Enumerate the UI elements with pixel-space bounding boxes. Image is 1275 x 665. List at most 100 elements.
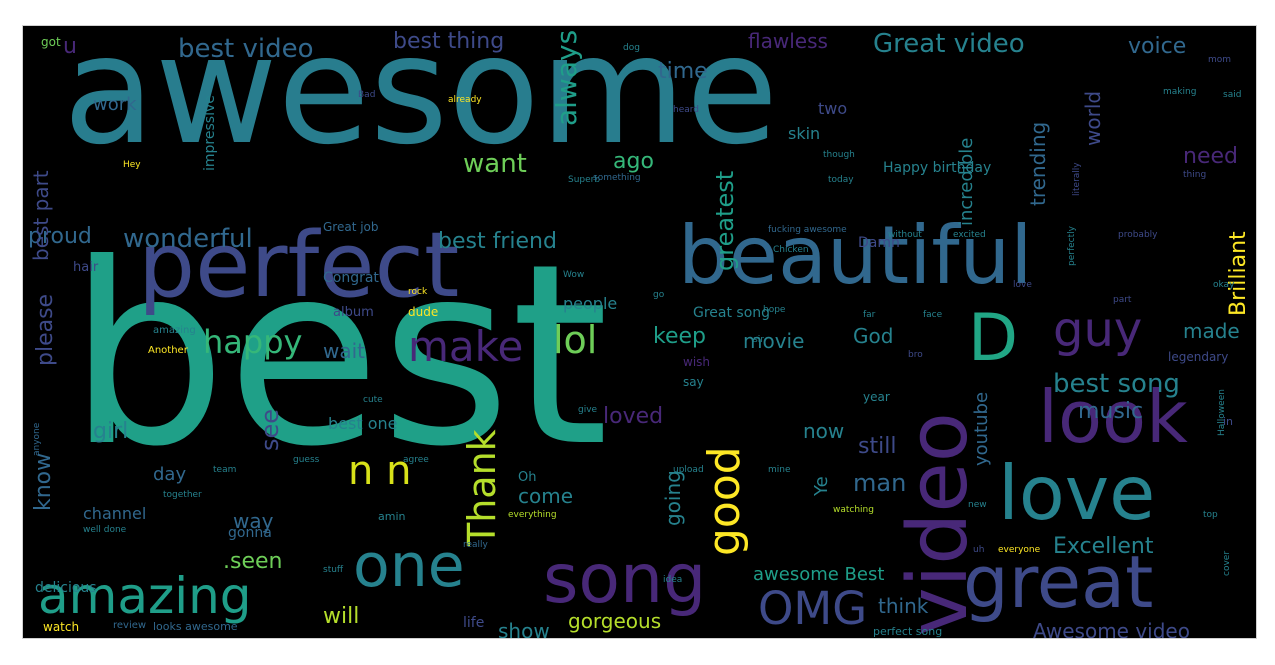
cloud-word: without (888, 230, 922, 240)
cloud-word: Great song (693, 305, 771, 321)
cloud-word: now (803, 419, 845, 443)
cloud-word: far (863, 310, 876, 320)
cloud-word: bro (908, 350, 923, 360)
cloud-word: Superb (568, 175, 601, 185)
cloud-word: agree (403, 455, 429, 465)
cloud-word: way (233, 509, 274, 533)
cloud-word: dog (623, 43, 640, 53)
cloud-word: D (968, 301, 1019, 376)
cloud-word: amin (378, 510, 406, 523)
cloud-word: man (853, 469, 907, 497)
cloud-word: channel (83, 504, 147, 523)
cloud-word: everyone (998, 545, 1041, 555)
cloud-word: got (41, 35, 61, 49)
cloud-word: youtube (971, 391, 992, 466)
cloud-word: face (923, 310, 943, 320)
cloud-word: time (658, 59, 708, 84)
cloud-word: world (1081, 90, 1105, 146)
cloud-word: Great job (323, 220, 379, 234)
cloud-word: best one (328, 414, 398, 433)
cloud-word: amazing (153, 325, 196, 336)
cloud-word: movie (743, 329, 805, 353)
cloud-word: incredible (956, 137, 977, 226)
cloud-word: think (878, 594, 929, 618)
cloud-word: greatest (711, 170, 739, 271)
cloud-word: great (963, 540, 1154, 624)
cloud-word: please (33, 293, 58, 366)
cloud-word: cover (1222, 550, 1232, 576)
cloud-word: amazing (38, 567, 252, 625)
cloud-word: Excellent (1053, 534, 1154, 559)
cloud-word: Hey (123, 160, 141, 170)
cloud-word: go (653, 290, 665, 300)
cloud-word: perfect (138, 213, 460, 318)
cloud-word: review (113, 620, 147, 631)
cloud-word: always (550, 29, 583, 126)
cloud-word: looks awesome (153, 620, 238, 633)
cloud-word: going (661, 470, 685, 526)
cloud-word: sir (753, 335, 764, 345)
cloud-word: day (153, 464, 187, 485)
cloud-word: perfect song (873, 625, 943, 638)
cloud-word: love (998, 449, 1156, 537)
cloud-word: together (163, 490, 202, 500)
cloud-word: love (1013, 280, 1032, 290)
cloud-word: best (68, 210, 609, 501)
cloud-word: show (498, 619, 550, 639)
cloud-word: Brilliant (1226, 231, 1251, 316)
cloud-word: made (1183, 319, 1240, 343)
cloud-word: cute (363, 395, 383, 405)
cloud-word: in (1223, 415, 1234, 428)
cloud-word: want (463, 149, 527, 179)
cloud-word: trending (1026, 121, 1050, 206)
cloud-word: perfectly (1067, 226, 1077, 266)
cloud-word: best video (178, 34, 314, 64)
cloud-word: Thank (460, 429, 504, 546)
cloud-word: mine (768, 465, 791, 475)
cloud-word: really (463, 540, 488, 550)
cloud-word: probably (1118, 230, 1158, 240)
cloud-word: uh (973, 545, 985, 555)
cloud-word: making (1163, 87, 1197, 97)
cloud-word: anyone (32, 422, 42, 456)
cloud-word: fucking awesome (768, 225, 847, 235)
cloud-word: new (968, 500, 987, 510)
cloud-word: literally (1072, 162, 1082, 196)
cloud-word: watch (43, 620, 80, 634)
cloud-word: look (1038, 375, 1188, 459)
cloud-word: delicious (35, 580, 97, 596)
cloud-word: awesome (63, 25, 779, 178)
cloud-word: best part (29, 170, 53, 261)
cloud-word: upload (673, 465, 704, 475)
cloud-word: Happy birthday (883, 160, 992, 176)
cloud-word: part (1113, 295, 1132, 305)
cloud-word: best thing (393, 29, 505, 54)
cloud-word: beautiful (678, 209, 1033, 302)
cloud-word: album (333, 305, 374, 320)
cloud-word: though (823, 150, 855, 160)
cloud-word: flawless (748, 29, 828, 53)
cloud-word: year (863, 390, 890, 404)
word-cloud: awesome best perfect beautiful video love look… (22, 25, 1257, 639)
cloud-word: Oh (518, 470, 537, 485)
cloud-word: team (213, 465, 237, 475)
cloud-word: proud (28, 224, 92, 249)
cloud-word: life (463, 615, 485, 631)
cloud-word: rock (408, 287, 428, 297)
cloud-word: work (93, 94, 137, 115)
cloud-word: u (63, 34, 77, 59)
cloud-word: girl (93, 419, 129, 444)
cloud-word: idea (663, 575, 683, 585)
cloud-word: Halloween (1217, 389, 1227, 436)
cloud-word: people (563, 294, 618, 313)
cloud-word: dude (408, 305, 439, 319)
cloud-word: hair (73, 260, 99, 275)
cloud-word: already (448, 95, 482, 105)
cloud-word: today (828, 175, 854, 185)
cloud-word: skin (788, 124, 821, 143)
cloud-word: Great video (873, 29, 1025, 59)
cloud-word: stuff (323, 565, 344, 575)
cloud-word: God (853, 324, 894, 348)
cloud-word: excited (953, 230, 986, 240)
cloud-word: one (353, 531, 465, 601)
